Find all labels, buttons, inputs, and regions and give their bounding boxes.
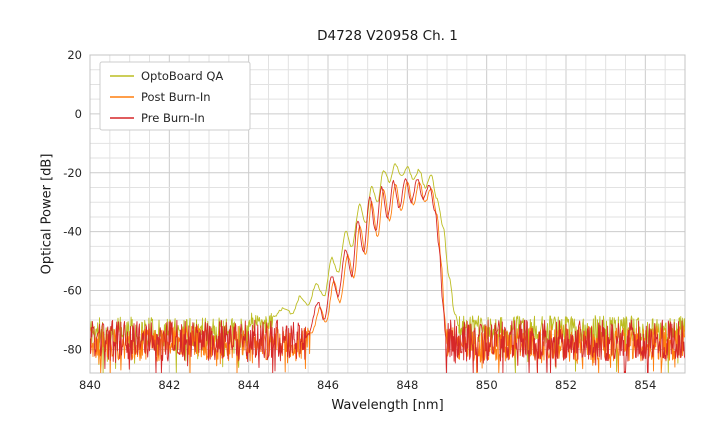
series-group <box>90 163 685 373</box>
y-axis-label: Optical Power [dB] <box>39 153 55 275</box>
x-axis-label: Wavelength [nm] <box>331 398 444 413</box>
y-tick-label: -40 <box>63 225 82 239</box>
y-tick-label: -60 <box>63 284 82 298</box>
y-tick-label: -80 <box>63 342 82 356</box>
plot-frame <box>89 54 686 374</box>
legend: OptoBoard QA Post Burn-In Pre Burn-In <box>99 61 251 131</box>
x-tick-label: 854 <box>634 378 656 392</box>
y-tick-label: 0 <box>75 107 82 121</box>
legend-label-post-burn-in: Post Burn-In <box>141 90 211 104</box>
x-tick-label: 848 <box>396 378 418 392</box>
legend-label-pre-burn-in: Pre Burn-In <box>141 111 205 125</box>
x-tick-label: 852 <box>555 378 577 392</box>
y-tick-label: -20 <box>63 166 82 180</box>
x-tick-label: 844 <box>238 378 260 392</box>
x-tick-label: 842 <box>158 378 180 392</box>
y-tick-label: 20 <box>67 48 82 62</box>
x-tick-label: 840 <box>79 378 101 392</box>
chart-title: D4728 V20958 Ch. 1 <box>317 28 458 44</box>
legend-label-optoboard-qa: OptoBoard QA <box>141 69 223 83</box>
x-tick-label: 846 <box>317 378 339 392</box>
legend-box <box>99 61 251 131</box>
x-tick-label: 850 <box>476 378 498 392</box>
series-pre-burn-in <box>90 178 685 373</box>
tick-labels: 840 842 844 846 848 850 852 854 20 0 -20 -40 -60 -80 <box>63 48 656 392</box>
